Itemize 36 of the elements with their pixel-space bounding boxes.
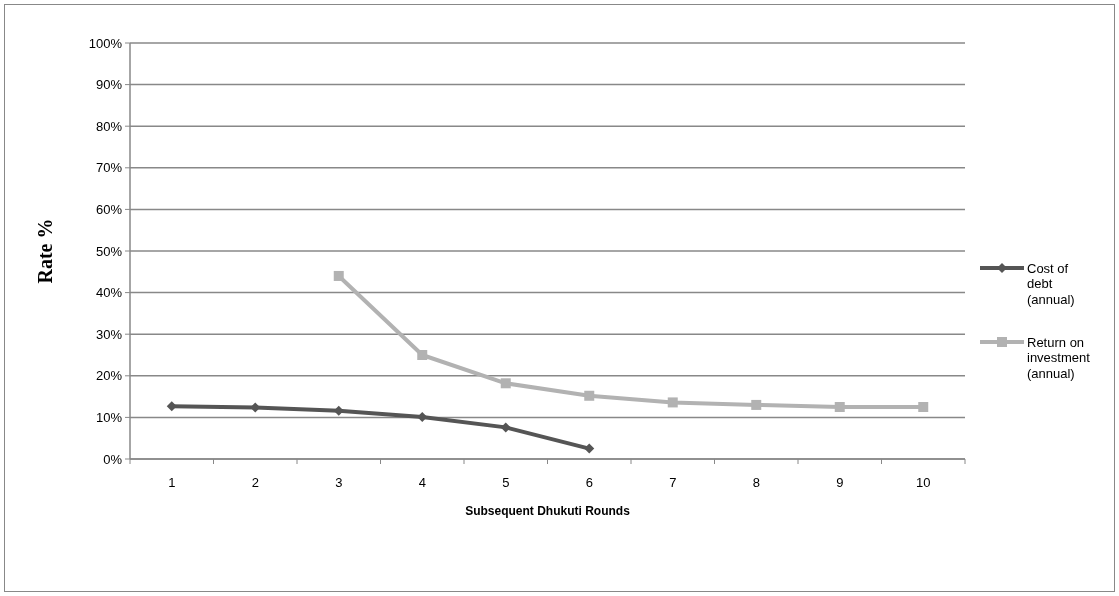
point: [500, 422, 511, 433]
point: [584, 390, 595, 401]
point: [751, 399, 762, 410]
point: [918, 402, 929, 412]
y-tick-label: 70%: [95, 160, 123, 176]
y-tick-label: 20%: [95, 368, 123, 384]
y-tick-label: 30%: [95, 326, 123, 342]
x-tick-label: 8: [752, 475, 760, 490]
x-tick-label: 6: [585, 475, 593, 490]
x-tick-label: 3: [335, 475, 343, 490]
y-tick-label: 50%: [95, 243, 123, 259]
x-tick-label: 4: [418, 475, 426, 490]
legend-label: Return on investment (annual): [1027, 334, 1091, 381]
point: [166, 401, 177, 412]
x-tick-label: 10: [916, 475, 931, 490]
y-tick-label: 80%: [95, 118, 123, 134]
point: [584, 443, 595, 454]
x-tick-label: 1: [168, 475, 176, 490]
x-tick-label: 7: [669, 475, 677, 490]
y-tick-label: 60%: [95, 201, 123, 217]
x-tick-label: 9: [836, 475, 844, 490]
point: [500, 378, 511, 389]
point: [667, 397, 678, 408]
x-tick-label: 2: [251, 475, 259, 490]
y-tick-label: 90%: [95, 77, 123, 93]
y-tick-label: 100%: [88, 35, 123, 51]
legend-label: Cost of debt (annual): [1027, 260, 1075, 307]
x-tick-label: 5: [502, 475, 510, 490]
point: [834, 402, 845, 412]
point: [333, 270, 344, 281]
y-tick-label: 0%: [103, 451, 123, 467]
point: [417, 350, 428, 360]
y-axis-title: Rate %: [34, 218, 56, 284]
y-tick-label: 10%: [95, 409, 123, 425]
y-tick-label: 40%: [95, 285, 123, 301]
x-axis-title: Subsequent Dhukuti Rounds: [465, 504, 631, 518]
